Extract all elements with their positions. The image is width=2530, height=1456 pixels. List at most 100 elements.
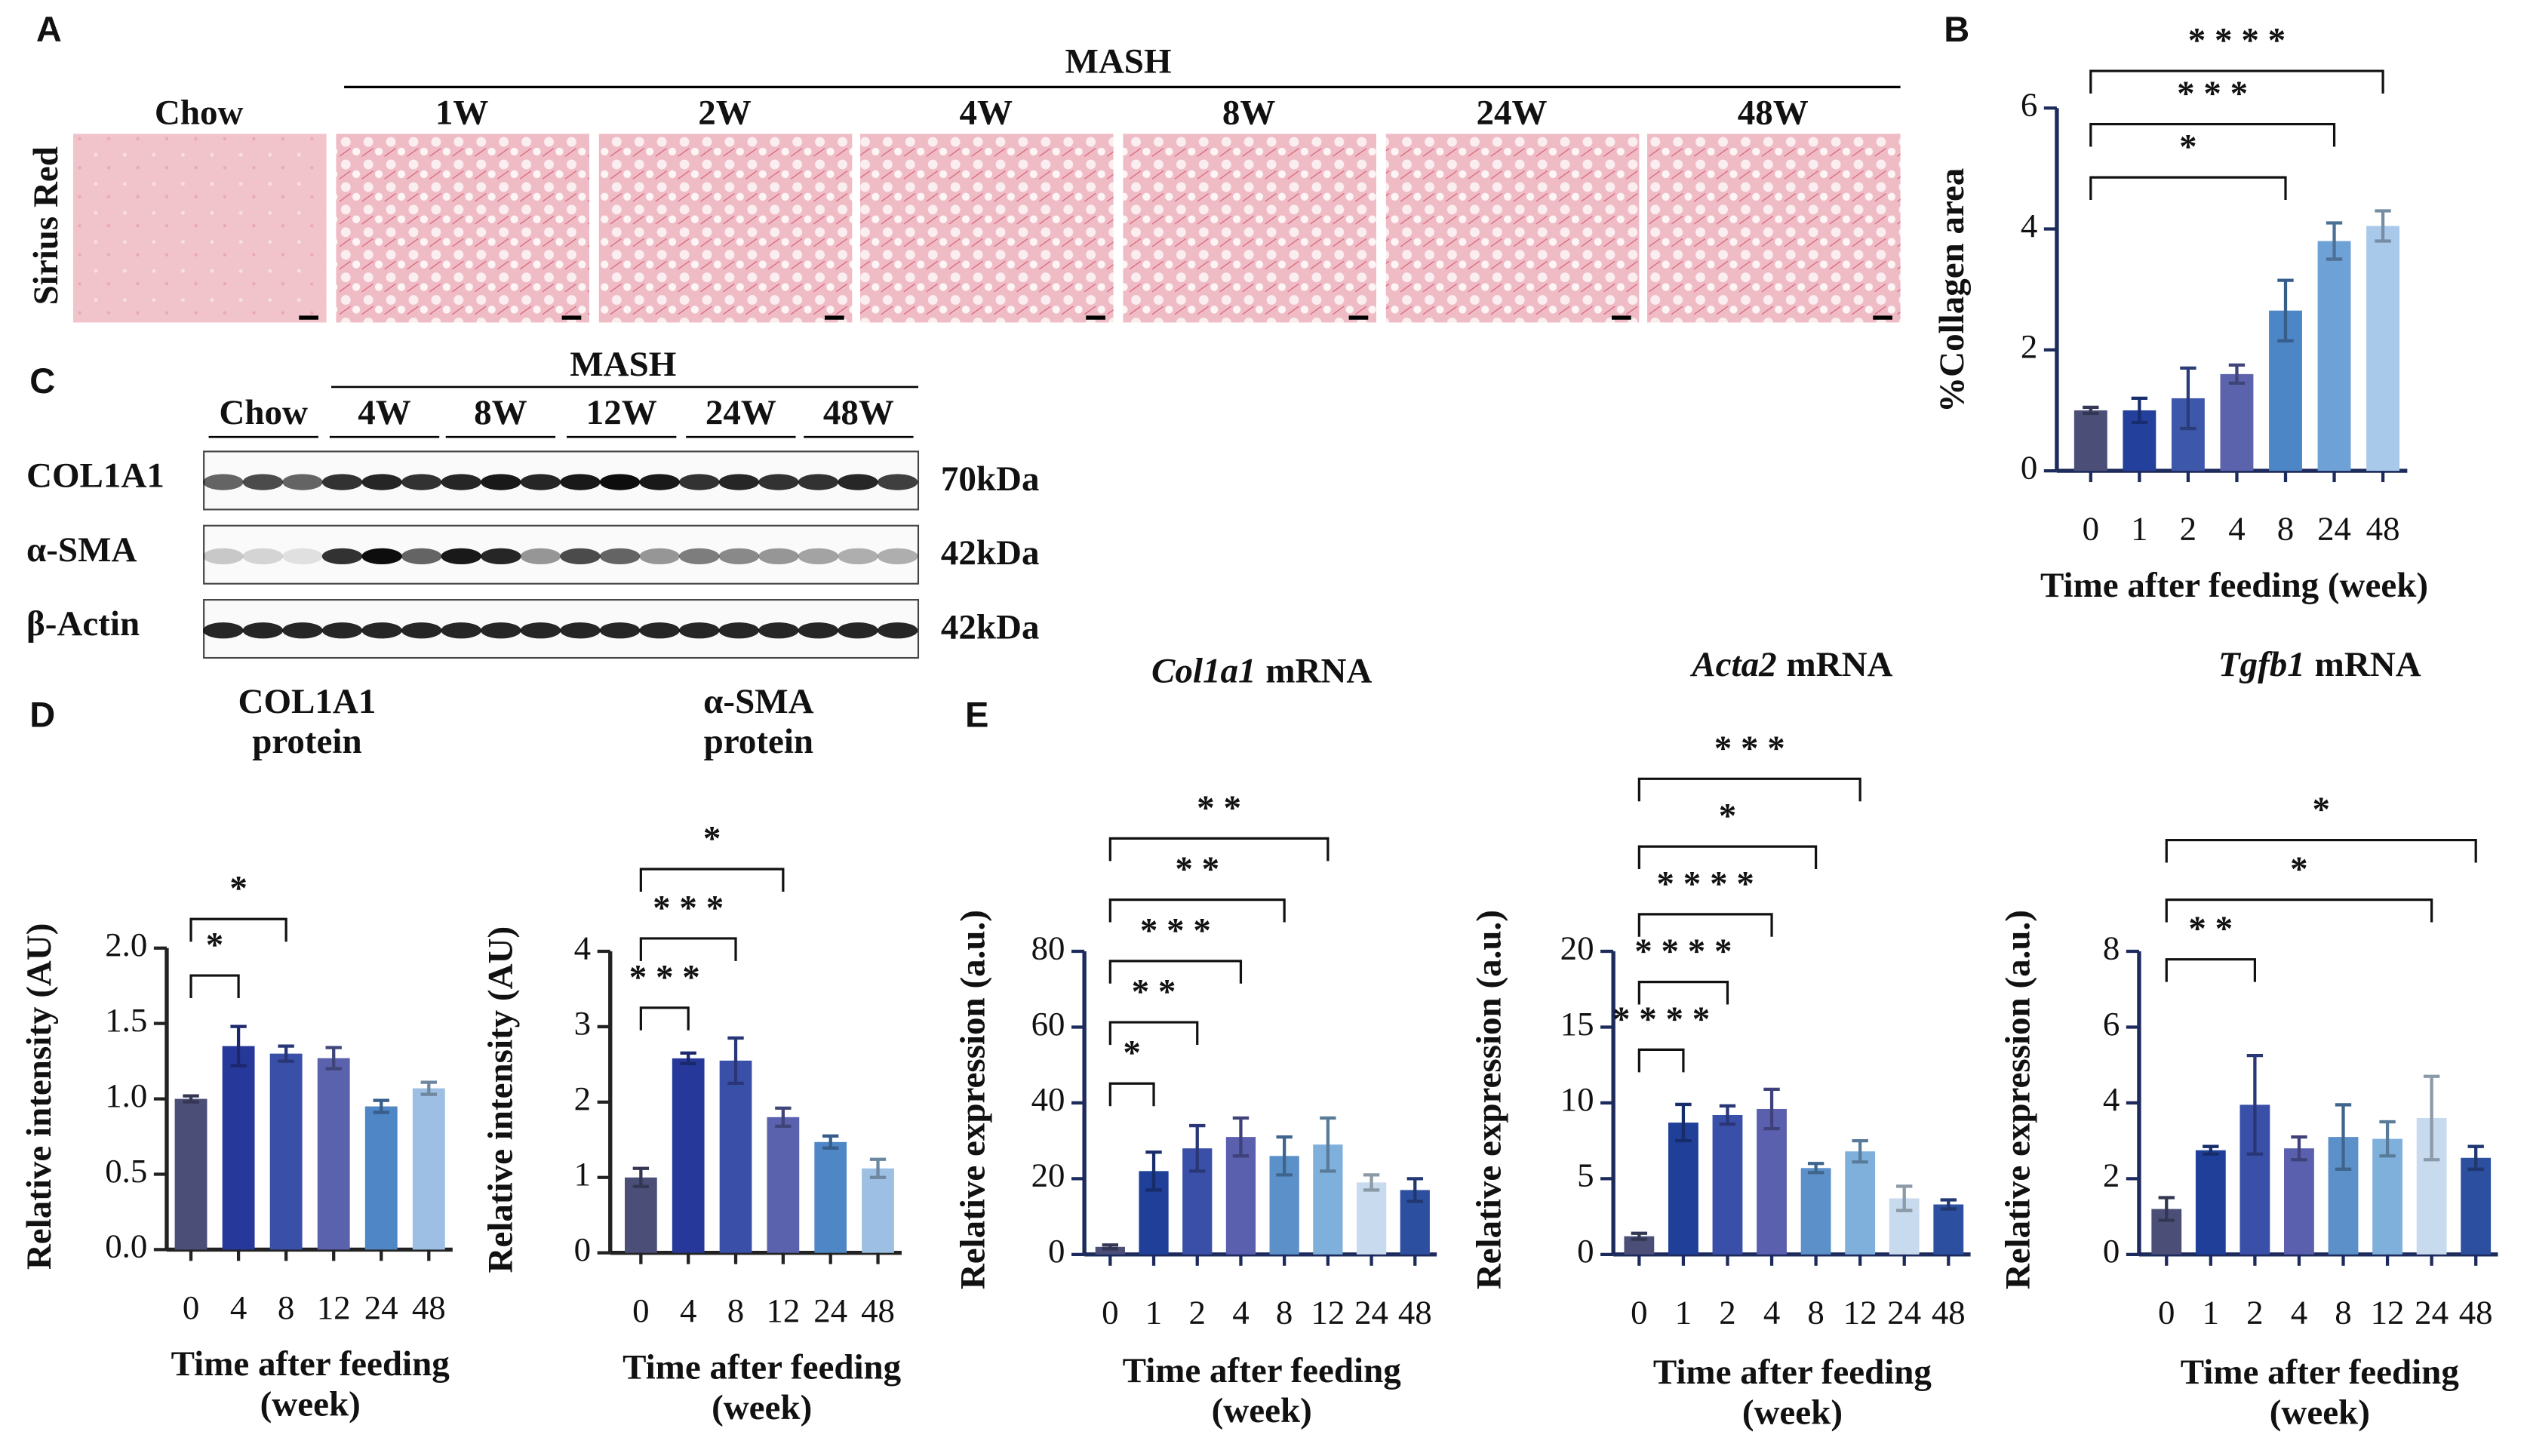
blot-row-name: COL1A1 [26,456,164,496]
blot-band [877,548,918,565]
histology-image [1385,134,1640,323]
blot-band [599,474,641,490]
bar [1668,1123,1698,1255]
blot-band [481,622,521,639]
chart-title: COL1A1 [238,682,377,721]
x-tick-label: 1 [2131,510,2147,548]
x-tick-label: 0 [2158,1293,2175,1331]
bar [719,1060,752,1253]
significance-label: * [2179,127,2197,167]
y-axis-label: Relative intensity (AU) [481,926,520,1273]
bar [2461,1157,2492,1255]
x-tick-label: 24 [2415,1293,2449,1331]
significance-bracket [639,1006,690,1031]
x-tick-label: 48 [1398,1293,1432,1331]
y-tick-label: 40 [1031,1080,1065,1118]
y-tick-label: 10 [1560,1080,1594,1118]
error-bar [1896,1184,1913,1212]
x-tick-label: 8 [2277,510,2294,548]
x-tick-label: 0 [1631,1293,1647,1331]
blot-size: 42kDa [941,607,1040,647]
bar [317,1058,350,1250]
y-tick-label: 1.5 [105,1001,147,1039]
error-bar [2228,363,2246,386]
error-bar [420,1080,437,1096]
error-bar [1631,1231,1648,1241]
y-tick-label: 8 [2103,929,2120,966]
x-tick-label: 4 [680,1292,696,1329]
bar [2284,1148,2314,1255]
blot-band [877,622,918,639]
blot-band [679,548,720,565]
blot-band [599,548,641,565]
y-tick-label: 2.0 [105,926,147,963]
bar [364,1106,398,1250]
y-tick-label: 2 [574,1080,591,1117]
y-tick-label: 6 [2021,85,2037,123]
blot-band [838,622,878,639]
y-tick-label: 6 [2103,1005,2120,1043]
histology-column-label: 4W [959,94,1013,133]
x-tick-label: 4 [1763,1293,1780,1331]
blot-band [441,474,481,490]
y-tick-label: 0 [1577,1232,1594,1270]
error-bar [230,1024,247,1067]
bar [2366,226,2400,472]
blot-band [520,622,561,639]
x-tick-label: 1 [1145,1293,1162,1331]
blot-band [321,622,363,639]
title-gene: Acta2 [1689,645,1776,684]
histology-column-label: 8W [1222,94,1276,133]
significance-label: * * * * [1657,864,1754,903]
x-tick-label: 8 [278,1289,294,1326]
x-tick-label: 48 [412,1289,446,1326]
y-tick-label: 0.5 [105,1152,147,1190]
significance-bracket [1108,1082,1155,1107]
bar [767,1117,800,1253]
y-tick-label: 1.0 [105,1077,147,1114]
x-tick-label: 12 [1843,1293,1877,1331]
x-tick-label: 0 [1102,1293,1118,1331]
x-axis-label: (week) [260,1385,361,1424]
y-tick-label: 0 [2103,1232,2120,1270]
significance-label: * * * [653,888,724,927]
y-tick-label: 4 [574,929,591,966]
histology-image [1123,134,1376,323]
blot-group-label: Chow [219,393,308,432]
error-bar [1145,1150,1162,1192]
x-tick-label: 1 [1675,1293,1692,1331]
bar [1933,1204,1964,1255]
bar [1757,1108,1787,1255]
significance-label: * [229,869,247,908]
y-axis-label: Relative intensity (AU) [20,923,59,1270]
blot-band [282,548,323,565]
significance-label: * [1719,797,1737,836]
significance-bracket [1108,837,1330,862]
title-text: mRNA [1786,645,1892,684]
x-tick-label: 12 [317,1289,351,1326]
x-axis-label: (week) [2270,1393,2370,1432]
significance-bracket [1637,913,1773,937]
significance-label: * * * * [1612,1000,1710,1039]
x-tick-label: 24 [2317,510,2351,548]
blot-band [639,548,680,565]
error-bar [1102,1243,1119,1251]
significance-bracket [2165,838,2477,863]
y-axis-label: Relative expression (a.u.) [1470,910,1509,1289]
bar [1095,1246,1125,1255]
blot-band [441,622,481,639]
y-tick-label: 0 [2021,448,2037,486]
x-tick-label: 48 [1932,1293,1966,1331]
blot-band [282,474,323,490]
y-axis-label: Relative expression (a.u.) [954,910,993,1289]
x-tick-label: 2 [2246,1293,2263,1331]
significance-label: * [703,819,721,858]
error-bar [2180,366,2196,431]
x-tick-label: 24 [813,1292,847,1329]
title-text: mRNA [1265,651,1372,690]
significance-bracket [189,917,287,942]
title-text: mRNA [2315,645,2421,684]
blot-group-label: 8W [474,393,527,432]
blot-band [798,622,839,639]
error-bar [1852,1139,1868,1164]
